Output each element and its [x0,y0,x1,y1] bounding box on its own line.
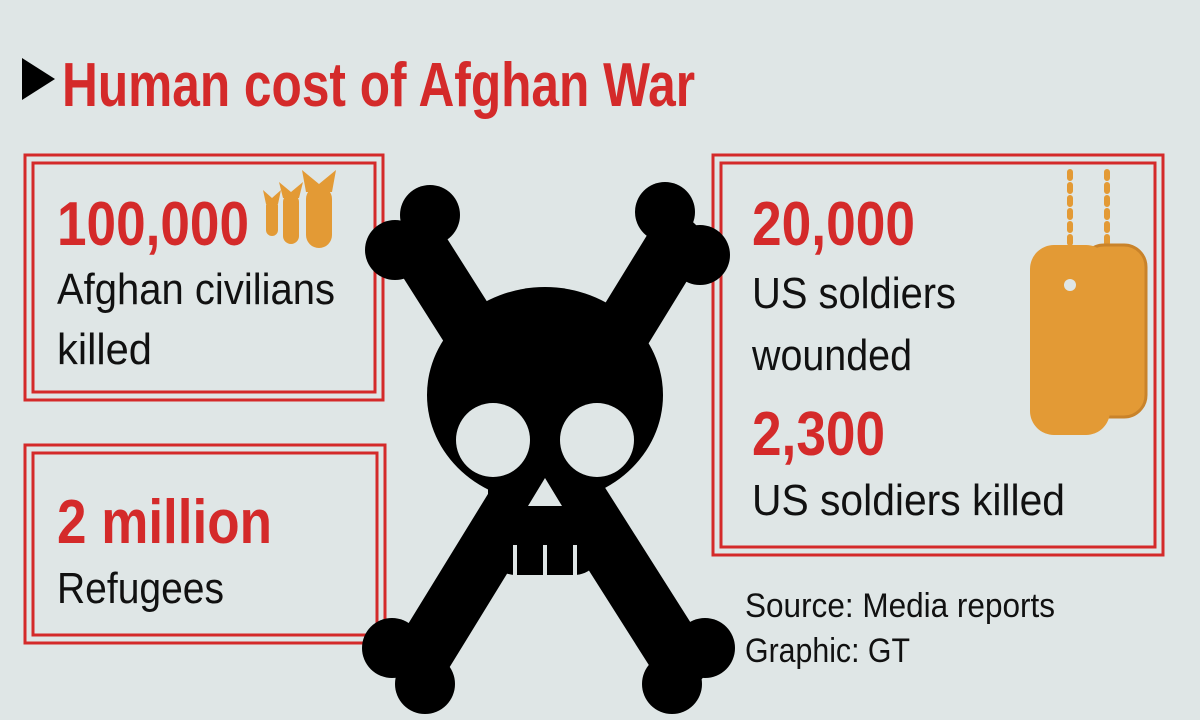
label: wounded [751,331,912,380]
figure: 2 million [57,488,272,557]
title: Human cost of Afghan War [62,51,695,120]
panel-civilians [23,153,385,402]
figure: 100,000 [57,190,249,259]
credit: Graphic: GT [745,632,910,670]
title-arrow [22,58,55,100]
dog-tags [1030,169,1148,435]
label: US soldiers [752,269,956,318]
label: Refugees [57,564,224,613]
label: Afghan civilians [57,265,335,314]
label: killed [57,325,152,374]
source: Source: Media reports [745,587,1055,625]
figure: 2,300 [752,400,885,469]
label: US soldiers killed [752,476,1065,525]
skull-crossbones [362,182,735,714]
bomb-icons [263,170,336,248]
panel-soldiers [711,153,1165,557]
figure: 20,000 [752,190,915,259]
panel-refugees [23,443,387,645]
